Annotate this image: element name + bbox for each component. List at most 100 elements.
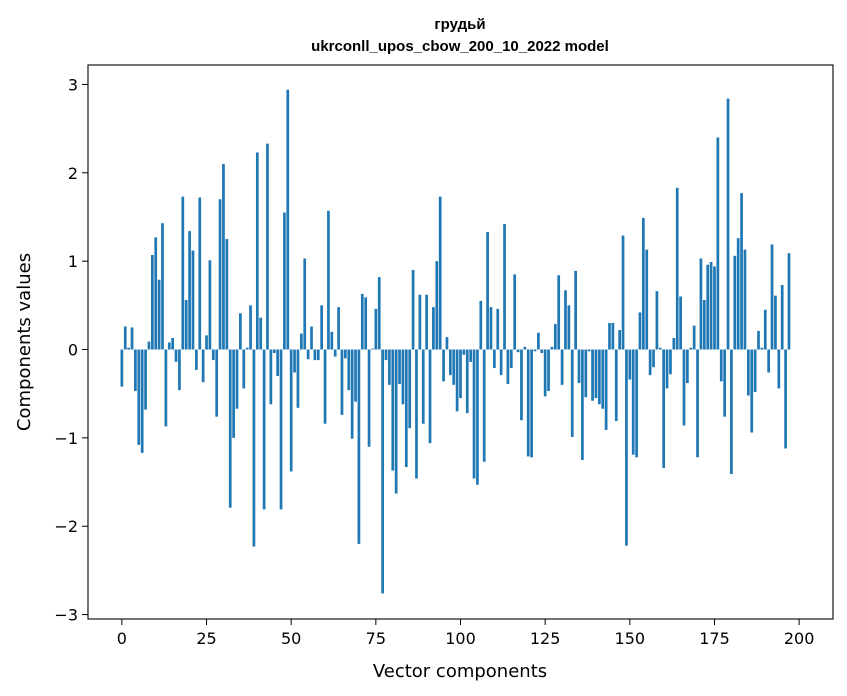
bar-component-83 (401, 349, 405, 405)
bar-component-57 (313, 349, 317, 361)
x-tick-label: 175 (699, 629, 730, 648)
bar-component-1 (123, 326, 127, 350)
bar-component-154 (642, 217, 645, 350)
y-tick-label: −1 (54, 429, 78, 448)
bar-component-39 (252, 349, 256, 547)
bar-component-9 (150, 254, 154, 350)
bar-component-95 (442, 349, 445, 382)
y-tick-label: −2 (54, 517, 78, 536)
bar-component-37 (245, 347, 249, 350)
bar-component-35 (239, 313, 242, 350)
y-tick-label: 1 (68, 252, 78, 271)
bar-component-87 (415, 349, 418, 479)
bar-component-168 (689, 347, 693, 350)
bar-component-131 (564, 290, 567, 350)
bar-component-31 (225, 239, 229, 350)
bar-component-97 (448, 349, 452, 376)
bar-component-114 (506, 349, 510, 384)
bar-component-176 (716, 137, 720, 350)
bar-component-84 (404, 349, 408, 468)
bar-component-191 (767, 349, 771, 373)
bar-component-45 (272, 349, 276, 354)
y-tick-label: 0 (68, 341, 78, 360)
bar-component-119 (523, 346, 527, 350)
bar-component-3 (130, 327, 134, 350)
bar-component-76 (377, 277, 381, 350)
bar-component-19 (184, 300, 188, 350)
bar-component-142 (601, 349, 605, 409)
bar-component-80 (391, 349, 395, 471)
bar-component-159 (658, 347, 662, 350)
bar-component-157 (652, 349, 655, 368)
bar-component-173 (706, 264, 710, 350)
bar-component-7 (144, 349, 147, 410)
bar-component-179 (726, 98, 730, 350)
bar-component-93 (435, 261, 439, 350)
bar-component-152 (635, 349, 638, 458)
bar-component-18 (181, 196, 185, 350)
bar-component-156 (648, 349, 652, 376)
bar-component-89 (421, 349, 425, 424)
bar-component-111 (496, 308, 500, 350)
bar-component-49 (286, 89, 290, 350)
bar-component-185 (746, 349, 750, 396)
bar-component-100 (459, 349, 462, 399)
bar-component-177 (719, 349, 723, 382)
bar-component-134 (574, 270, 577, 350)
bar-component-153 (638, 312, 642, 350)
bar-component-72 (364, 297, 368, 350)
bar-component-62 (330, 331, 334, 350)
bar-component-151 (631, 349, 635, 455)
bar-component-166 (682, 349, 686, 426)
bar-component-32 (228, 349, 232, 508)
bar-component-101 (462, 349, 466, 355)
bar-component-11 (157, 279, 161, 350)
bar-component-196 (784, 349, 787, 449)
bar-component-34 (235, 349, 239, 409)
bar-component-85 (408, 349, 412, 429)
bar-component-138 (587, 349, 591, 352)
x-tick-label: 150 (615, 629, 646, 648)
bar-component-44 (269, 349, 273, 405)
bar-component-55 (306, 349, 310, 360)
bar-component-148 (621, 235, 625, 350)
bar-component-46 (276, 349, 279, 377)
bar-component-2 (127, 347, 130, 350)
x-tick-label: 125 (530, 629, 561, 648)
bar-component-13 (164, 349, 168, 427)
bar-component-126 (547, 349, 550, 392)
bar-component-33 (232, 349, 235, 438)
bar-component-70 (357, 349, 361, 544)
bar-component-120 (526, 349, 530, 457)
bar-component-104 (472, 349, 476, 479)
bar-component-92 (432, 307, 435, 350)
bar-component-188 (757, 330, 760, 350)
bar-component-29 (218, 199, 222, 350)
bar-component-94 (438, 196, 442, 350)
bar-component-38 (249, 305, 252, 350)
bar-component-117 (516, 349, 520, 353)
bar-component-113 (503, 224, 506, 350)
bar-component-28 (215, 349, 219, 417)
bar-component-22 (195, 349, 198, 370)
bar-component-171 (699, 258, 703, 350)
bar-component-103 (469, 349, 473, 362)
bar-component-48 (283, 212, 286, 350)
bar-component-128 (553, 323, 557, 350)
bar-component-187 (753, 349, 757, 392)
bar-component-12 (161, 223, 164, 350)
chart-subtitle: ukrconll_upos_cbow_200_10_2022 model (311, 38, 609, 55)
bar-component-91 (428, 349, 432, 444)
bar-component-66 (344, 349, 347, 359)
bar-component-181 (733, 255, 737, 350)
bar-component-43 (266, 143, 269, 350)
bar-component-110 (493, 349, 496, 369)
x-tick-label: 75 (366, 629, 386, 648)
bar-component-121 (530, 349, 533, 458)
x-tick-label: 200 (784, 629, 815, 648)
bar-component-61 (327, 210, 330, 350)
bar-component-64 (337, 307, 340, 350)
bar-component-108 (486, 232, 489, 350)
bar-component-146 (614, 349, 618, 422)
